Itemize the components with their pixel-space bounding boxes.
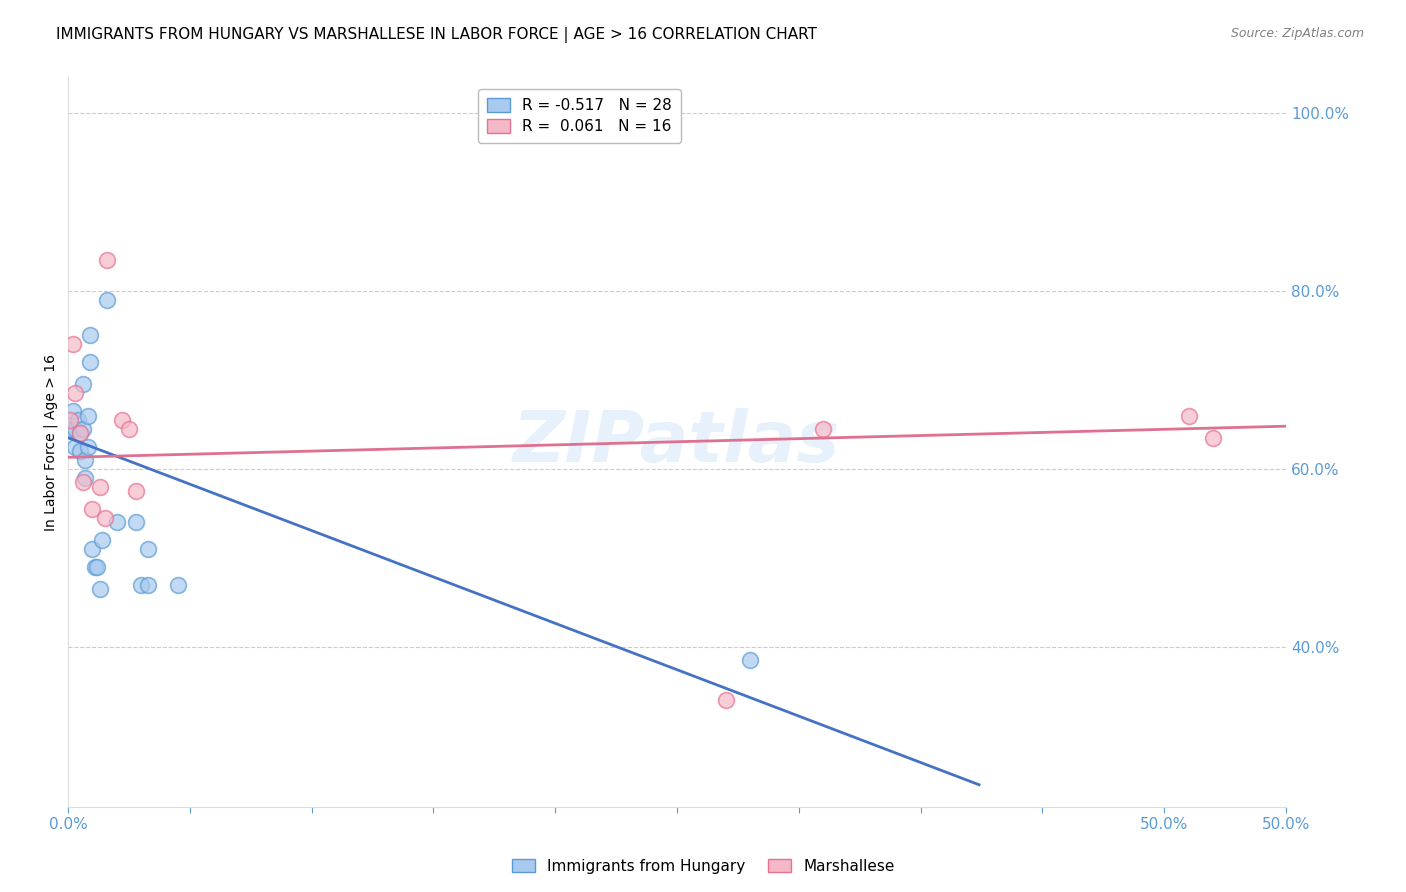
Point <box>811 422 834 436</box>
Point <box>76 440 98 454</box>
Point <box>72 422 94 436</box>
Y-axis label: In Labor Force | Age > 16: In Labor Force | Age > 16 <box>44 354 58 531</box>
Point <box>79 355 101 369</box>
Point <box>138 541 160 556</box>
Point <box>714 693 737 707</box>
Point <box>96 293 118 307</box>
Point <box>96 252 118 267</box>
Point <box>105 516 128 530</box>
Point <box>89 582 111 596</box>
Point <box>166 577 188 591</box>
Legend: R = -0.517   N = 28, R =  0.061   N = 16: R = -0.517 N = 28, R = 0.061 N = 16 <box>478 88 681 144</box>
Point <box>125 516 148 530</box>
Point <box>1202 431 1225 445</box>
Point <box>65 422 87 436</box>
Point <box>62 337 84 351</box>
Point <box>65 440 87 454</box>
Legend: Immigrants from Hungary, Marshallese: Immigrants from Hungary, Marshallese <box>506 853 900 880</box>
Point <box>738 653 761 667</box>
Point <box>66 413 89 427</box>
Text: IMMIGRANTS FROM HUNGARY VS MARSHALLESE IN LABOR FORCE | AGE > 16 CORRELATION CHA: IMMIGRANTS FROM HUNGARY VS MARSHALLESE I… <box>56 27 817 43</box>
Point <box>82 502 104 516</box>
Point <box>69 426 91 441</box>
Point <box>79 328 101 343</box>
Point <box>59 422 82 436</box>
Text: ZIPatlas: ZIPatlas <box>513 408 841 476</box>
Point <box>72 377 94 392</box>
Point <box>59 413 82 427</box>
Point <box>111 413 134 427</box>
Point <box>93 511 115 525</box>
Text: Source: ZipAtlas.com: Source: ZipAtlas.com <box>1230 27 1364 40</box>
Point <box>76 409 98 423</box>
Point <box>75 471 97 485</box>
Point <box>86 559 108 574</box>
Point <box>129 577 152 591</box>
Point <box>65 386 87 401</box>
Point <box>89 480 111 494</box>
Point <box>69 444 91 458</box>
Point <box>62 404 84 418</box>
Point <box>75 453 97 467</box>
Point <box>125 484 148 499</box>
Point <box>1177 409 1199 423</box>
Point <box>83 559 105 574</box>
Point <box>118 422 141 436</box>
Point <box>69 426 91 441</box>
Point <box>91 533 114 547</box>
Point <box>138 577 160 591</box>
Point <box>82 541 104 556</box>
Point <box>72 475 94 490</box>
